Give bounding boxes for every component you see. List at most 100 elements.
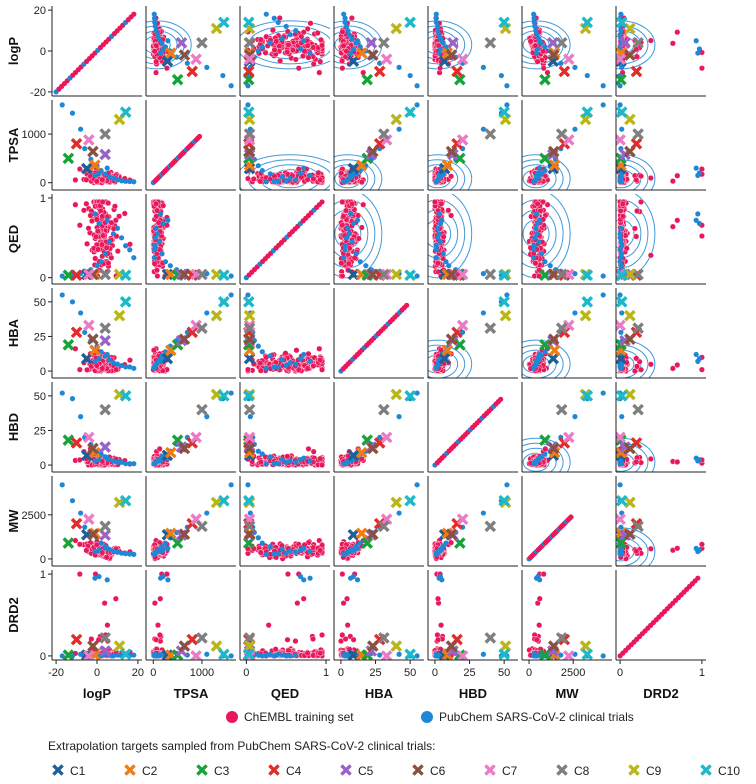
clinical-trial-point bbox=[104, 165, 110, 171]
panel-QED-vs-QED bbox=[239, 194, 330, 285]
clinical-trial-point bbox=[558, 60, 564, 66]
clinical-trial-point bbox=[435, 235, 441, 241]
target-marker-C2 bbox=[355, 446, 368, 459]
panel-HBA-vs-MW bbox=[521, 288, 612, 379]
target-marker-C5 bbox=[619, 37, 631, 49]
clinical-trial-point bbox=[693, 165, 699, 171]
training-point bbox=[634, 53, 641, 60]
clinical-trial-point bbox=[363, 263, 369, 269]
clinical-trial-point bbox=[151, 247, 158, 253]
clinical-trial-point bbox=[414, 390, 420, 396]
clinical-trial-point bbox=[271, 178, 277, 185]
target-marker-C10 bbox=[581, 269, 594, 282]
clinical-trial-point bbox=[152, 235, 158, 241]
target-marker-C3 bbox=[454, 338, 466, 351]
target-marker-C2 bbox=[89, 159, 101, 171]
target-marker-C6 bbox=[445, 145, 458, 158]
target-marker-C6 bbox=[87, 145, 99, 158]
training-point bbox=[674, 217, 681, 224]
clinical-trial-point bbox=[102, 251, 108, 257]
clinical-trial-point bbox=[354, 38, 361, 44]
clinical-trial-point bbox=[287, 175, 293, 181]
clinical-trial-point bbox=[535, 220, 541, 227]
clinical-trial-point bbox=[343, 23, 350, 30]
clinical-trial-point bbox=[542, 44, 548, 50]
training-point bbox=[257, 178, 264, 185]
training-point bbox=[647, 175, 654, 182]
training-point bbox=[250, 175, 257, 182]
training-point bbox=[99, 213, 106, 220]
training-point bbox=[340, 213, 347, 220]
clinical-trial-point bbox=[341, 179, 347, 185]
training-point bbox=[431, 198, 438, 205]
clinical-trial-point bbox=[480, 64, 486, 70]
clinical-trial-point bbox=[287, 458, 293, 464]
clinical-trial-point bbox=[600, 292, 606, 298]
diagonal-point bbox=[131, 11, 137, 17]
clinical-trial-point bbox=[414, 83, 420, 89]
target-marker-C9 bbox=[390, 268, 403, 281]
training-point bbox=[319, 366, 326, 373]
clinical-trial-point bbox=[59, 292, 65, 298]
clinical-trial-point bbox=[533, 358, 540, 364]
target-marker-C4 bbox=[558, 65, 571, 78]
clinical-trial-point bbox=[504, 83, 510, 89]
clinical-trial-point bbox=[537, 351, 543, 358]
clinical-trial-point bbox=[439, 38, 445, 44]
training-point bbox=[99, 176, 106, 183]
target-marker-C7 bbox=[83, 134, 95, 146]
training-point bbox=[339, 198, 346, 205]
training-point bbox=[293, 347, 300, 354]
training-point bbox=[647, 252, 654, 259]
target-marker-C9 bbox=[390, 22, 403, 35]
target-marker-C1 bbox=[547, 352, 560, 365]
clinical-trial-point bbox=[618, 27, 624, 34]
clinical-trial-point bbox=[436, 172, 442, 179]
clinical-trial-point bbox=[345, 225, 351, 231]
clinical-trial-point bbox=[78, 414, 84, 420]
target-marker-C6 bbox=[624, 49, 636, 61]
training-point bbox=[153, 69, 160, 76]
clinical-trial-point bbox=[349, 239, 355, 245]
training-point bbox=[92, 233, 99, 240]
training-point bbox=[647, 361, 654, 368]
target-marker-C7 bbox=[456, 134, 469, 146]
clinical-trial-point bbox=[532, 235, 538, 241]
target-marker-C1 bbox=[347, 55, 360, 68]
target-marker-C8 bbox=[632, 128, 644, 140]
clinical-trial-point bbox=[498, 72, 504, 79]
clinical-trial-point bbox=[695, 172, 701, 179]
target-marker-C7 bbox=[83, 268, 95, 281]
target-marker-C7 bbox=[83, 431, 95, 444]
clinical-trial-point bbox=[275, 364, 281, 370]
training-point bbox=[669, 178, 676, 185]
clinical-trial-point bbox=[127, 247, 133, 253]
training-point bbox=[271, 47, 278, 54]
training-point bbox=[263, 33, 270, 40]
target-marker-C7 bbox=[190, 319, 202, 332]
target-marker-C4 bbox=[373, 65, 386, 78]
clinical-trial-point bbox=[160, 220, 166, 227]
target-marker-C10 bbox=[242, 16, 255, 29]
training-point bbox=[111, 203, 118, 210]
panel-HBA-vs-HBA bbox=[333, 288, 424, 379]
clinical-trial-point bbox=[619, 310, 625, 316]
density-contour bbox=[522, 164, 557, 190]
training-point bbox=[301, 48, 308, 55]
target-marker-C3 bbox=[361, 73, 374, 86]
target-marker-C6 bbox=[87, 333, 99, 346]
clinical-trial-point bbox=[279, 36, 285, 42]
training-point bbox=[151, 260, 158, 267]
target-marker-C10 bbox=[581, 296, 594, 308]
training-point bbox=[674, 29, 681, 36]
clinical-trial-point bbox=[695, 358, 701, 364]
clinical-trial-point bbox=[263, 11, 269, 17]
clinical-trial-point bbox=[131, 255, 137, 261]
clinical-trial-point bbox=[480, 271, 486, 277]
clinical-trial-point bbox=[433, 247, 439, 253]
clinical-trial-point bbox=[307, 172, 313, 179]
target-marker-C3 bbox=[539, 73, 551, 86]
clinical-trial-point bbox=[259, 44, 265, 50]
training-point bbox=[343, 207, 350, 214]
clinical-trial-point bbox=[127, 178, 133, 185]
